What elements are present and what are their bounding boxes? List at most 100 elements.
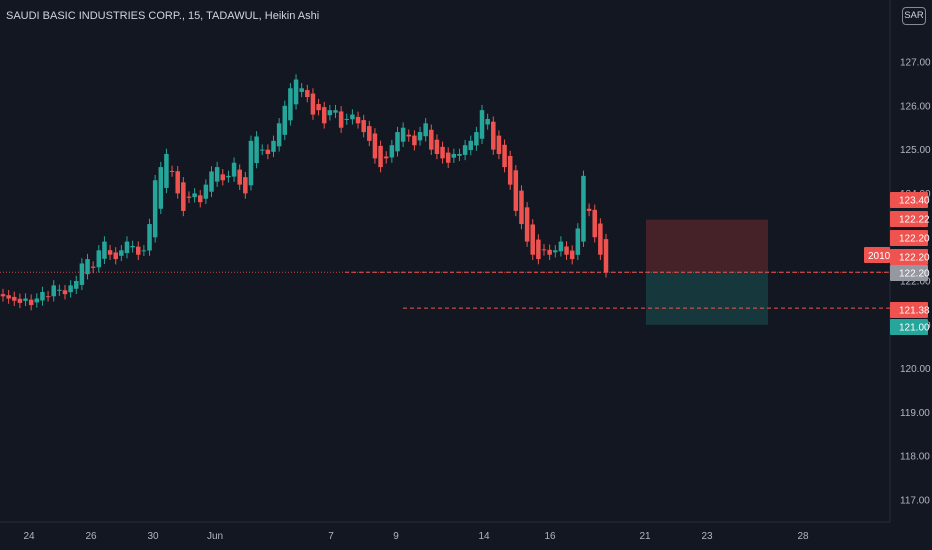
price-tag — [890, 249, 928, 265]
candle-body — [462, 145, 468, 155]
stop-loss-zone — [646, 219, 768, 273]
y-tick-label: 120.00 — [900, 364, 931, 375]
y-tick-label: 117.00 — [900, 496, 930, 507]
candle-body — [197, 195, 203, 203]
candle-body — [513, 170, 519, 211]
candle-body — [214, 167, 220, 182]
candle-body — [485, 118, 490, 125]
candle-body — [299, 88, 304, 92]
price-tag-label: 122.20 — [899, 253, 930, 264]
candle-body — [254, 136, 259, 164]
price-tag — [890, 192, 928, 208]
x-tick-label: 30 — [147, 531, 159, 542]
candle-body — [79, 263, 85, 285]
candle-body — [361, 120, 366, 133]
candle-body — [389, 145, 395, 158]
price-tag — [890, 230, 928, 246]
candle-body — [474, 132, 479, 146]
candle-body — [147, 224, 152, 251]
x-tick-label: 23 — [701, 531, 713, 542]
y-tick-label: 125.00 — [900, 145, 931, 156]
candle-body — [186, 196, 192, 198]
candle-body — [383, 156, 389, 159]
candle-body — [51, 285, 56, 297]
candle-body — [547, 249, 552, 255]
candle-body — [378, 145, 383, 168]
candle-body — [282, 105, 288, 135]
candle-body — [305, 90, 310, 98]
price-tag-label: 121.00 — [899, 323, 930, 334]
price-tag — [890, 302, 928, 318]
x-tick-label: 24 — [23, 531, 35, 542]
candle-body — [96, 250, 102, 268]
candle-body — [192, 193, 197, 198]
candle-body — [603, 239, 609, 273]
candle-body — [181, 182, 186, 211]
candle-body — [288, 88, 293, 121]
candle-body — [395, 132, 400, 152]
candle-body — [68, 285, 73, 293]
candle-body — [355, 116, 361, 124]
candle-body — [406, 134, 412, 137]
x-tick-label: Jun — [207, 531, 223, 542]
price-tag — [890, 211, 928, 227]
candle-body — [423, 123, 428, 137]
candle-body — [141, 250, 147, 252]
candle-body — [164, 153, 169, 188]
take-profit-zone — [646, 272, 768, 325]
candle-body — [12, 296, 17, 301]
candle-body — [203, 184, 209, 199]
candle-body — [220, 174, 226, 181]
candle-body — [34, 298, 40, 303]
price-tag — [890, 319, 928, 335]
candle-body — [293, 79, 299, 105]
candle-body — [327, 110, 333, 116]
candle-body — [372, 133, 378, 159]
candle-body — [412, 135, 417, 146]
y-tick-label: 122.00 — [900, 277, 931, 288]
candle-body — [530, 224, 535, 255]
candle-body — [429, 129, 434, 150]
candle-body — [102, 241, 107, 259]
countdown-tag — [864, 247, 890, 263]
candle-body — [468, 140, 474, 151]
candle-body — [119, 250, 124, 256]
x-tick-label: 7 — [328, 531, 334, 542]
candle-body — [367, 126, 372, 141]
x-tick-label: 9 — [393, 531, 399, 542]
candle-body — [209, 171, 214, 192]
candle-body — [226, 175, 231, 178]
candle-body — [598, 223, 603, 255]
price-tag-label: 122.20 — [899, 234, 930, 245]
candle-body — [586, 208, 592, 211]
x-tick-label: 14 — [478, 531, 490, 542]
x-tick-label: 28 — [797, 531, 809, 542]
price-tag-label: 122.20 — [899, 269, 930, 280]
candle-body — [344, 118, 350, 120]
y-tick-label: 127.00 — [900, 58, 931, 69]
candle-body — [502, 144, 507, 168]
candle-body — [90, 266, 96, 268]
candle-body — [276, 123, 282, 147]
chart-title: SAUDI BASIC INDUSTRIES CORP., 15, TADAWU… — [6, 10, 320, 22]
candle-body — [558, 241, 564, 252]
price-tag-label: 123.40 — [899, 196, 930, 207]
currency-selector[interactable]: SAR — [902, 7, 926, 25]
candle-body — [524, 207, 530, 242]
candle-body — [519, 190, 524, 225]
y-tick-label: 119.00 — [900, 408, 930, 419]
candle-body — [243, 177, 248, 194]
price-tag-label: 122.22 — [899, 215, 930, 226]
candle-body — [62, 290, 68, 295]
candle-body — [74, 281, 79, 289]
candle-body — [17, 298, 23, 303]
candle-body — [231, 162, 237, 177]
candle-body — [85, 259, 90, 275]
candle-body — [417, 132, 423, 141]
candle-body — [400, 127, 406, 142]
candle-body — [338, 111, 344, 128]
candle-body — [569, 250, 575, 260]
candle-body — [491, 121, 496, 150]
